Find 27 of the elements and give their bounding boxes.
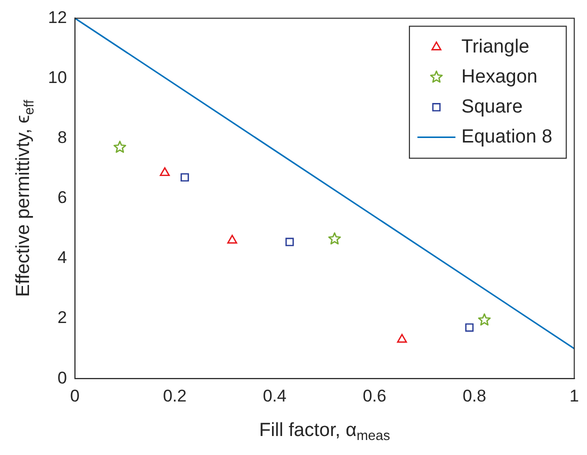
point xyxy=(160,167,170,176)
legend-label: Hexagon xyxy=(461,66,538,88)
point xyxy=(285,238,294,246)
legend-label: Triangle xyxy=(461,36,530,58)
x-tick-label: 0.8 xyxy=(462,386,486,406)
x-tick-label: 0 xyxy=(70,386,80,406)
y-tick-label: 6 xyxy=(57,188,67,208)
x-tick-label: 0.6 xyxy=(362,386,386,406)
point xyxy=(113,140,126,153)
legend-label: Equation 8 xyxy=(461,126,552,148)
y-tick-label: 8 xyxy=(57,128,67,148)
point xyxy=(397,334,407,343)
point xyxy=(180,173,189,182)
point xyxy=(465,323,474,332)
y-tick-label: 4 xyxy=(57,248,67,268)
x-tick-label: 0.4 xyxy=(262,386,286,406)
y-tick-label: 10 xyxy=(48,68,67,87)
point xyxy=(328,232,341,244)
y-axis-title: Effective permittivty, ϵeff xyxy=(13,100,36,297)
x-tick-label: 0.2 xyxy=(162,386,187,406)
x-tick-label: 1 xyxy=(570,386,580,406)
y-tick-label: 12 xyxy=(48,8,67,27)
y-tick-label: 0 xyxy=(57,368,67,388)
y-tick-label: 2 xyxy=(57,308,67,328)
point xyxy=(227,234,238,244)
legend-label: Square xyxy=(461,96,523,118)
point xyxy=(478,313,491,326)
